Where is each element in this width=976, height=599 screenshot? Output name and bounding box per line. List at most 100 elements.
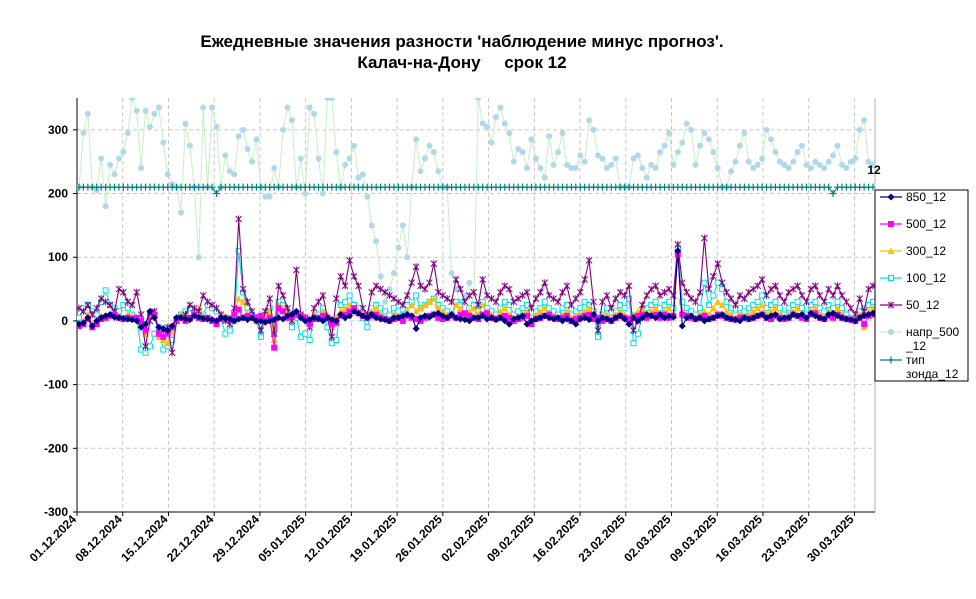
data-point (657, 305, 664, 312)
data-point (505, 320, 513, 328)
data-point (807, 165, 814, 172)
data-point (723, 307, 731, 315)
data-point (554, 298, 562, 306)
data-point (798, 291, 806, 299)
data-point (142, 342, 149, 350)
x-tick-label: 22.12.2024 (164, 512, 217, 565)
data-point (368, 222, 375, 229)
data-point (341, 282, 349, 290)
data-point (186, 316, 194, 324)
data-point (616, 307, 624, 315)
data-point (452, 276, 460, 284)
y-tick-label: 300 (48, 123, 68, 137)
data-point (235, 133, 242, 140)
data-point (390, 295, 398, 303)
data-point (599, 298, 606, 306)
x-tick-label: 16.02.2025 (530, 512, 583, 565)
data-point (217, 314, 225, 322)
data-point (754, 298, 761, 305)
data-point (807, 302, 814, 308)
data-point (732, 158, 739, 165)
data-point (226, 168, 233, 175)
data-point (590, 316, 597, 323)
data-point (750, 302, 757, 308)
data-point (124, 315, 132, 323)
data-point (155, 104, 162, 111)
data-point (421, 155, 428, 162)
data-point (133, 107, 140, 114)
data-point (107, 161, 114, 168)
x-tick-label: 15.12.2024 (118, 512, 171, 565)
data-point (745, 158, 752, 165)
data-point (586, 311, 593, 318)
data-point (80, 307, 87, 315)
data-point (377, 285, 384, 293)
data-point (213, 123, 220, 130)
data-point (377, 273, 384, 280)
data-point (138, 317, 145, 324)
data-point (802, 314, 810, 322)
data-point (319, 312, 326, 319)
data-point (253, 136, 260, 143)
data-point (252, 317, 260, 325)
data-point (222, 152, 229, 159)
data-point (519, 291, 526, 299)
data-point (257, 333, 264, 340)
data-point (727, 295, 735, 303)
legend-label: 300_12 (906, 244, 946, 258)
data-point (133, 288, 141, 296)
data-point (484, 123, 491, 130)
data-point (807, 285, 815, 293)
data-point (856, 295, 864, 303)
x-tick-label: 09.03.2025 (667, 512, 720, 565)
data-point (204, 298, 211, 306)
data-point (563, 282, 571, 290)
data-point (213, 317, 221, 325)
data-point (803, 161, 810, 168)
data-point (146, 123, 153, 130)
data-point (803, 298, 810, 306)
data-point (581, 298, 588, 305)
data-point (496, 314, 504, 322)
data-point (697, 305, 704, 312)
data-point (363, 314, 371, 322)
x-tick-label: 09.02.2025 (484, 512, 537, 565)
data-point (705, 302, 712, 308)
data-point (328, 321, 335, 328)
legend-marker (887, 247, 895, 254)
data-point (448, 298, 455, 306)
data-point (292, 266, 300, 274)
data-point (700, 307, 708, 315)
data-point (608, 161, 615, 168)
legend-label: 850_12 (906, 190, 946, 204)
legend-item-300_12: 300_12 (880, 244, 946, 258)
data-point (377, 315, 385, 323)
data-point (333, 337, 340, 344)
data-point (634, 317, 642, 325)
data-point (110, 313, 118, 321)
data-point (430, 295, 438, 302)
data-point (705, 136, 712, 143)
data-point (625, 320, 633, 328)
data-point (355, 174, 362, 181)
data-point (603, 291, 611, 299)
data-point (834, 304, 842, 312)
data-point (399, 317, 406, 324)
data-point (771, 311, 779, 319)
data-point (785, 165, 792, 172)
data-point (745, 305, 752, 312)
x-tick-label: 29.12.2024 (210, 512, 263, 565)
legend-label: напр_500 (906, 325, 959, 339)
legend: 850_12 500_12 300_12 100_12 50_12 напр_500_12… (874, 189, 969, 382)
data-point (146, 307, 154, 315)
data-point (869, 304, 875, 312)
data-point (382, 298, 389, 305)
data-point (661, 302, 668, 308)
data-point (412, 307, 420, 315)
data-point (607, 317, 615, 325)
data-point (297, 333, 304, 340)
data-point (160, 346, 167, 353)
data-point (692, 298, 699, 306)
data-point (870, 161, 875, 168)
series-end-annotation: 12 (867, 163, 881, 177)
